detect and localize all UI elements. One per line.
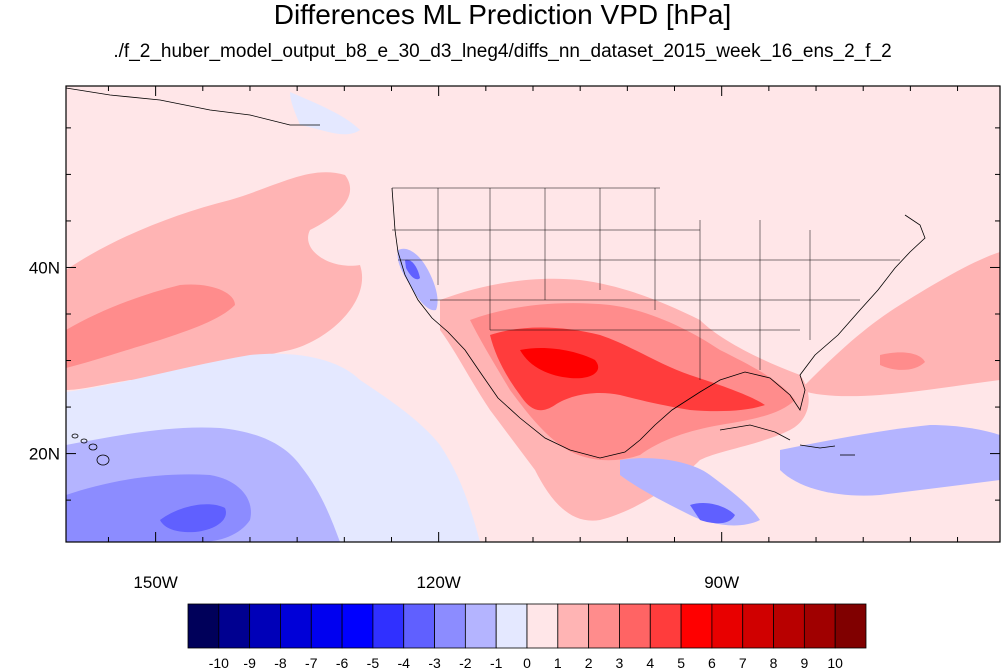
colorbar-label: 3	[616, 655, 624, 671]
atlantic-warm-band	[800, 252, 1000, 397]
vpd-difference-field	[66, 86, 1000, 542]
colorbar-swatch	[680, 603, 713, 649]
colorbar-label: -9	[243, 655, 256, 671]
colorbar-label: 10	[827, 655, 843, 671]
colorbar-label: -4	[398, 655, 411, 671]
colorbar-swatch	[464, 603, 497, 649]
colorbar-swatch	[711, 603, 744, 649]
colorbar-swatch	[588, 603, 620, 649]
colorbar-swatch	[803, 603, 836, 649]
colorbar-label: -10	[209, 655, 229, 671]
colorbar-swatch	[403, 603, 435, 649]
colorbar-label: -3	[428, 655, 441, 671]
mexico-warm-core	[520, 348, 599, 379]
colorbar-label: -1	[490, 655, 503, 671]
colorbar-label: 9	[800, 655, 808, 671]
colorbar-label: -6	[336, 655, 349, 671]
caribbean-cool-strong	[690, 503, 735, 524]
axis-ticks	[66, 86, 1000, 542]
map-subtitle: ./f_2_huber_model_output_b8_e_30_d3_lneg…	[113, 41, 892, 62]
lat-tick-label: 20N	[29, 445, 60, 464]
california-cool-core	[405, 259, 420, 280]
us-state-lines	[392, 187, 900, 380]
colorbar-labels: -10 -9 -8 -7 -6 -5 -4 -3 -2 -1 0 1 2 3 4 5 6 7 8 9 10	[209, 655, 843, 671]
colorbar-label: 7	[739, 655, 747, 671]
lon-tick-label: 90W	[704, 573, 739, 592]
lon-tick-label: 120W	[416, 573, 460, 592]
colorbar-label: 6	[708, 655, 716, 671]
colorbar-label: 4	[646, 655, 654, 671]
pacific-warm-core	[66, 284, 235, 368]
colorbar-swatch	[187, 603, 220, 649]
north-america-coastline	[391, 187, 926, 459]
colorbar-label: -8	[274, 655, 287, 671]
colorbar	[187, 603, 867, 649]
colorbar-swatch	[249, 603, 281, 649]
atlantic-warm-core	[880, 352, 925, 370]
colorbar-swatch	[310, 603, 343, 649]
lon-tick-label: 150W	[133, 573, 177, 592]
colorbar-swatch	[218, 603, 251, 649]
colorbar-label: 2	[585, 655, 593, 671]
colorbar-label: 5	[677, 655, 685, 671]
colorbar-swatch	[341, 603, 374, 649]
colorbar-label: 1	[554, 655, 562, 671]
hawaii-islands	[71, 433, 110, 466]
axis-labels: 150W 120W 90W 40N 20N	[29, 258, 739, 592]
pacific-cool-north	[290, 92, 360, 135]
pacific-cool-core	[160, 504, 226, 533]
colorbar-swatch	[526, 603, 559, 649]
colorbar-label: 0	[523, 655, 531, 671]
colorbar-swatch	[619, 603, 651, 649]
alaska-coastline	[66, 87, 320, 126]
colorbar-swatch	[649, 603, 682, 649]
colorbar-swatch	[372, 603, 405, 649]
colorbar-swatch	[557, 603, 590, 649]
colorbar-label: -2	[459, 655, 472, 671]
caribbean-islands	[719, 424, 855, 456]
colorbar-swatch	[495, 603, 528, 649]
lat-tick-label: 40N	[29, 258, 60, 277]
mexico-warm-strong	[490, 327, 765, 412]
map-title: Differences ML Prediction VPD [hPa]	[273, 0, 732, 30]
colorbar-label: -5	[367, 655, 380, 671]
atlantic-cool	[780, 425, 1000, 496]
colorbar-swatch	[773, 603, 805, 649]
colorbar-swatch	[280, 603, 312, 649]
colorbar-swatch	[834, 603, 867, 649]
colorbar-label: 8	[770, 655, 778, 671]
colorbar-swatch	[434, 603, 466, 649]
colorbar-label: -7	[305, 655, 318, 671]
colorbar-swatch	[742, 603, 774, 649]
